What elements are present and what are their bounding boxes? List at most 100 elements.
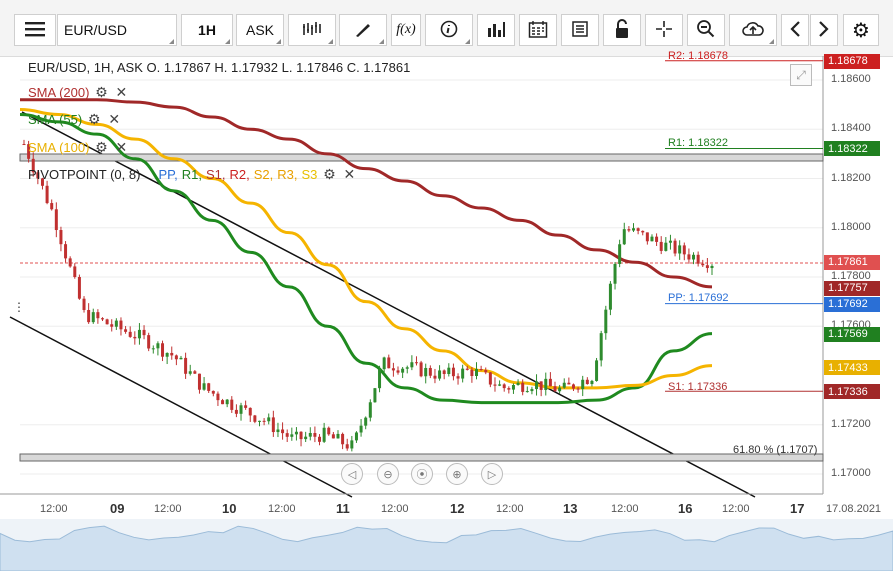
- indicator-sma-200: SMA (200) ⚙ ✕: [28, 84, 129, 100]
- price-label: 1.17569: [824, 326, 880, 342]
- zoom-in-button[interactable]: ⊕: [446, 463, 468, 485]
- export-button[interactable]: [729, 14, 777, 46]
- candle-body: [433, 375, 437, 379]
- pivot-pp-label: PP: 1.17692: [668, 292, 729, 304]
- candle-body: [516, 382, 520, 386]
- gear-icon[interactable]: ⚙: [95, 83, 108, 100]
- price-type-select[interactable]: ASK: [236, 14, 284, 46]
- close-icon[interactable]: ✕: [115, 138, 128, 155]
- sma-line-1: [19, 112, 713, 405]
- candle-body: [304, 436, 308, 440]
- volume-button[interactable]: [477, 14, 515, 46]
- candle-body: [687, 254, 691, 260]
- candle-body: [100, 318, 104, 320]
- candle-body: [216, 393, 220, 401]
- resize-handle[interactable]: ⋮: [13, 300, 25, 314]
- timeframe-select[interactable]: 1H: [181, 14, 233, 46]
- draw-icon: [354, 21, 372, 40]
- candle-body: [336, 433, 340, 439]
- candle-body: [641, 230, 645, 233]
- calendar-icon: [528, 20, 548, 41]
- candle-body: [73, 266, 77, 278]
- pivot-series-label: R1,: [181, 166, 202, 182]
- crosshair-button[interactable]: [645, 14, 683, 46]
- candle-body: [553, 386, 557, 392]
- settings-button[interactable]: ⚙: [843, 14, 879, 46]
- cloud-upload-icon: [741, 20, 765, 41]
- news-button[interactable]: [561, 14, 599, 46]
- scroll-left-button[interactable]: ◁: [341, 463, 363, 485]
- candle-body: [262, 420, 266, 422]
- chevron-left-icon: [789, 20, 801, 41]
- scroll-right-button[interactable]: ▷: [481, 463, 503, 485]
- symbol-select[interactable]: EUR/USD: [57, 14, 177, 46]
- candle-body: [692, 254, 696, 260]
- time-tick: 10: [222, 501, 237, 516]
- candle-body: [281, 429, 285, 434]
- candle-body: [156, 343, 160, 349]
- gear-icon[interactable]: ⚙: [323, 165, 336, 182]
- candle-body: [308, 433, 312, 437]
- candle-body: [202, 383, 206, 390]
- close-icon[interactable]: ✕: [108, 110, 121, 127]
- menu-button[interactable]: [14, 14, 56, 46]
- fullscreen-button[interactable]: ⤢: [790, 64, 812, 86]
- zoom-out-button[interactable]: ⊖: [377, 463, 399, 485]
- candle-body: [442, 370, 446, 375]
- gear-icon[interactable]: ⚙: [87, 110, 101, 127]
- candle-body: [267, 417, 271, 422]
- candle-body: [595, 360, 599, 381]
- toolbar: EUR/USD 1H ASK f(x) ⚙: [0, 0, 893, 57]
- candle-body: [530, 389, 534, 392]
- candle-body: [613, 263, 617, 284]
- candle-body: [391, 368, 395, 371]
- settings-icon: ⚙: [852, 19, 870, 42]
- candle-body: [359, 425, 363, 433]
- candle-body: [341, 433, 345, 445]
- candle-body: [498, 384, 502, 386]
- calendar-button[interactable]: [519, 14, 557, 46]
- indicators-button[interactable]: f(x): [391, 14, 421, 46]
- gear-icon[interactable]: ⚙: [95, 138, 108, 155]
- candle-body: [87, 309, 91, 323]
- price-tick: 1.18000: [831, 220, 871, 233]
- candle-body: [378, 369, 382, 389]
- candle-body: [618, 244, 622, 264]
- candle-body: [447, 367, 451, 375]
- timeframe-label: 1H: [198, 22, 216, 38]
- candle-body: [664, 242, 668, 251]
- candle-body: [142, 329, 146, 336]
- zoom-button[interactable]: [687, 14, 725, 46]
- close-icon[interactable]: ✕: [115, 83, 128, 100]
- price-label: 1.18678: [824, 53, 880, 69]
- indicator-function-icon: f(x): [396, 22, 416, 37]
- pivot-series-label: R3,: [277, 166, 298, 182]
- scroll-back-button[interactable]: [781, 14, 809, 46]
- price-type-label: ASK: [245, 22, 274, 38]
- info-button[interactable]: [425, 14, 473, 46]
- pivot-series-label: S1,: [205, 166, 226, 182]
- candle-body: [207, 383, 211, 391]
- time-tick: 12: [450, 501, 465, 516]
- candle-body: [451, 367, 455, 377]
- candle-body: [105, 319, 109, 325]
- price-label: 1.18322: [824, 141, 880, 157]
- draw-tool-button[interactable]: [339, 14, 387, 46]
- close-icon[interactable]: ✕: [343, 165, 356, 182]
- price-chart[interactable]: [0, 56, 893, 571]
- candle-body: [244, 405, 248, 408]
- candle-body: [571, 384, 575, 389]
- scroll-forward-button[interactable]: [810, 14, 838, 46]
- time-tick: 17.08.2021: [826, 503, 882, 515]
- candle-body: [239, 405, 243, 414]
- chart-type-button[interactable]: [288, 14, 336, 46]
- price-label: 1.17336: [824, 384, 880, 400]
- lock-button[interactable]: [603, 14, 641, 46]
- candle-body: [313, 433, 317, 437]
- candle-body: [124, 329, 128, 332]
- moving-averages: [19, 98, 713, 405]
- reset-zoom-button[interactable]: ⦿: [411, 463, 433, 485]
- candle-body: [137, 329, 141, 339]
- candle-body: [535, 381, 539, 390]
- candle-body: [174, 355, 178, 360]
